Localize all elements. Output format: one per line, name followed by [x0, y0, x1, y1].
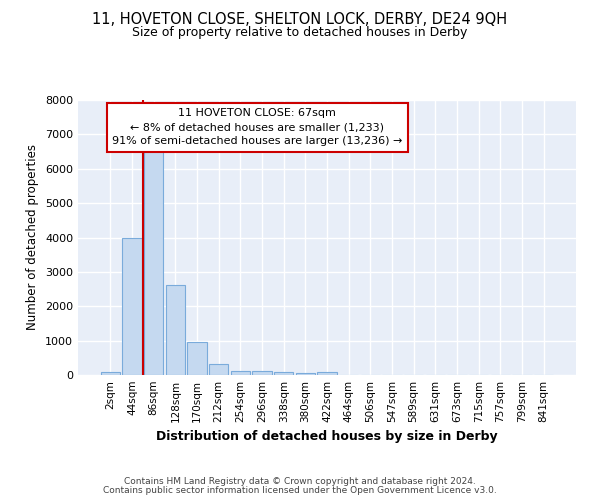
Bar [296, 373, 315, 375]
Text: Contains HM Land Registry data © Crown copyright and database right 2024.: Contains HM Land Registry data © Crown c… [124, 477, 476, 486]
Bar [187, 342, 207, 375]
Text: Size of property relative to detached houses in Derby: Size of property relative to detached ho… [133, 26, 467, 39]
Text: 11, HOVETON CLOSE, SHELTON LOCK, DERBY, DE24 9QH: 11, HOVETON CLOSE, SHELTON LOCK, DERBY, … [92, 12, 508, 28]
Bar [209, 364, 229, 375]
Bar [144, 149, 163, 375]
Bar [101, 372, 120, 375]
Bar [166, 285, 185, 375]
Bar [122, 238, 142, 375]
Bar [317, 372, 337, 375]
Y-axis label: Number of detached properties: Number of detached properties [26, 144, 40, 330]
Bar [252, 371, 272, 375]
Bar [274, 372, 293, 375]
Text: Contains public sector information licensed under the Open Government Licence v3: Contains public sector information licen… [103, 486, 497, 495]
X-axis label: Distribution of detached houses by size in Derby: Distribution of detached houses by size … [156, 430, 498, 444]
Text: 11 HOVETON CLOSE: 67sqm
← 8% of detached houses are smaller (1,233)
91% of semi-: 11 HOVETON CLOSE: 67sqm ← 8% of detached… [112, 108, 403, 146]
Bar [230, 370, 250, 375]
